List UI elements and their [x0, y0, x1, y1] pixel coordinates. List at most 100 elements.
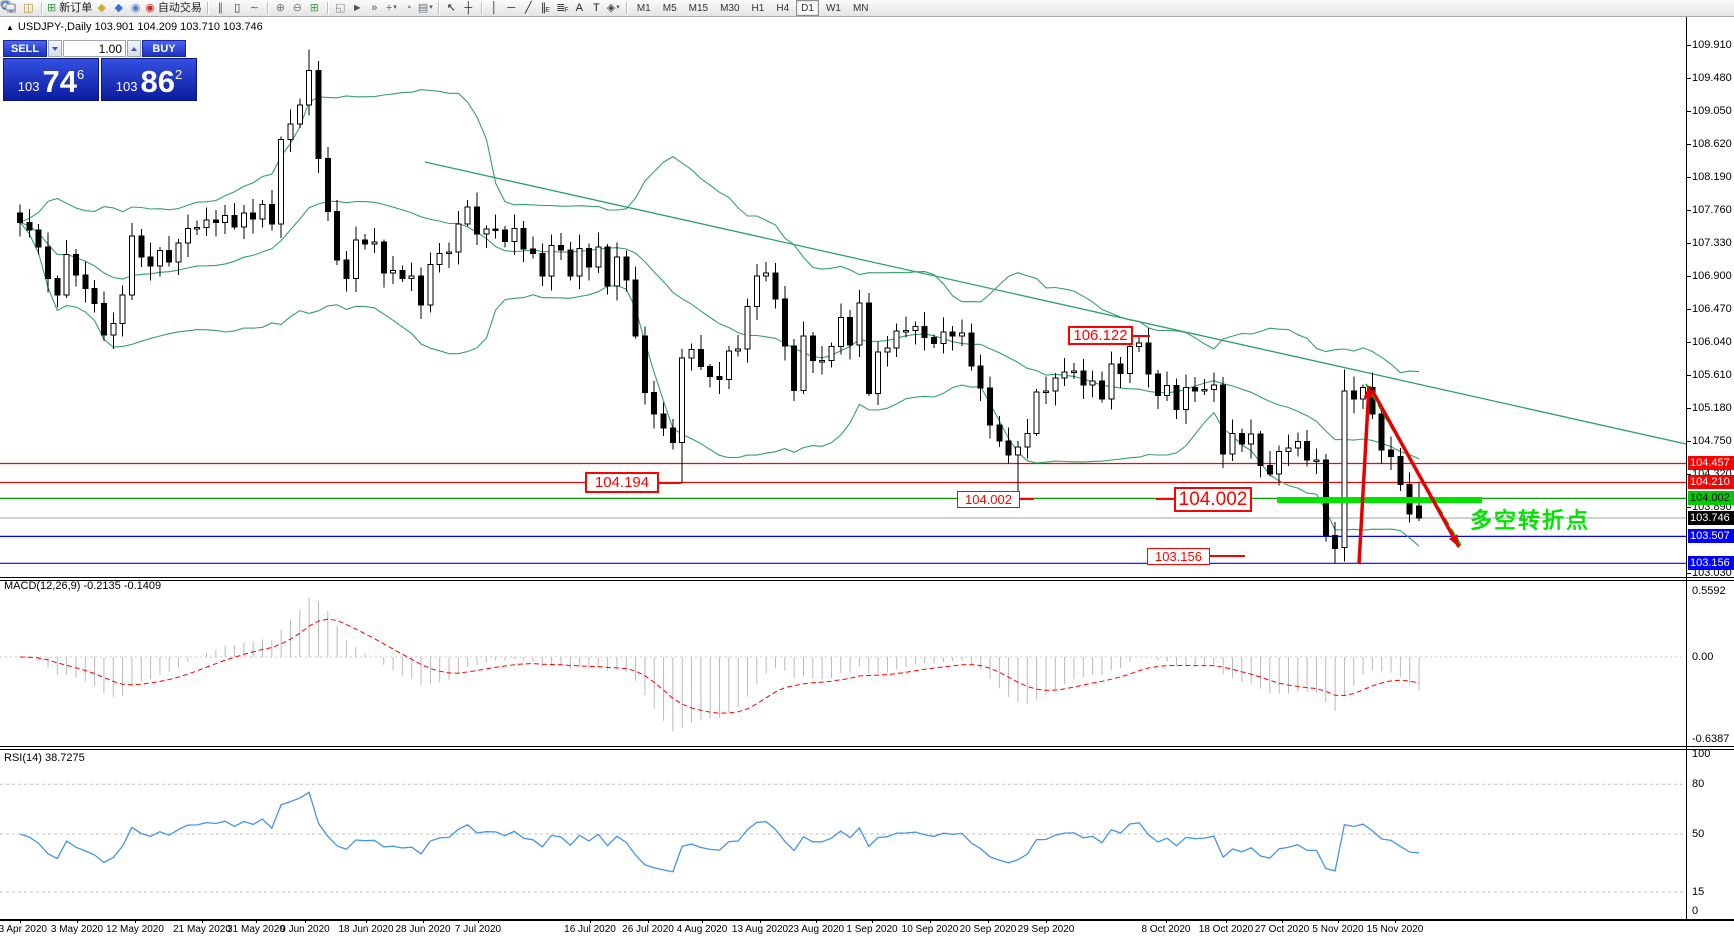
- timeframe-w1[interactable]: W1: [825, 2, 841, 14]
- crosshair-icon[interactable]: ┼: [464, 2, 473, 14]
- candle-body: [371, 241, 378, 245]
- profiles-icon[interactable]: ◫: [23, 2, 34, 14]
- price-tick-mark: [1686, 143, 1691, 145]
- price-label-104002-left[interactable]: 104.002: [957, 491, 1020, 508]
- collapse-arrow-icon[interactable]: ▲: [6, 23, 14, 32]
- price-label-104002-right-connector: [1156, 498, 1174, 500]
- chat-icon[interactable]: [0, 0, 1724, 16]
- zoom-out-icon[interactable]: ⊖: [292, 2, 302, 14]
- date-tick-mark: [988, 920, 989, 923]
- support-zone-bar[interactable]: [1277, 497, 1482, 503]
- metaeditor-icon[interactable]: ◆: [114, 2, 123, 14]
- price-badge-104.002: 104.002: [1688, 491, 1734, 506]
- date-tick-mark: [760, 920, 761, 923]
- sell-price-display[interactable]: 103 74 6: [3, 58, 99, 101]
- candle-body: [539, 253, 546, 277]
- date-tick-mark: [816, 920, 817, 923]
- candle-body: [697, 349, 704, 368]
- price-tick-mark: [1686, 209, 1691, 211]
- candle-body: [595, 246, 602, 268]
- line-chart-icon[interactable]: ∼: [249, 2, 259, 14]
- candle-body: [380, 241, 387, 274]
- timeframe-m1[interactable]: M1: [636, 2, 651, 14]
- price-tick-mark: [1686, 77, 1691, 79]
- timeframe-mn[interactable]: MN: [852, 2, 869, 14]
- candlestick-chart-icon[interactable]: ▯: [234, 2, 241, 14]
- timeframe-h1[interactable]: H1: [751, 2, 765, 14]
- volume-decrease-button[interactable]: [48, 40, 62, 57]
- date-tick-mark: [135, 920, 136, 923]
- candle-body: [660, 413, 667, 429]
- arrows-icon[interactable]: ◈ ▾: [606, 2, 620, 14]
- horizontal-lines[interactable]: [0, 462, 1686, 564]
- chart-shift-icon[interactable]: »: [371, 2, 378, 14]
- candle-body: [464, 206, 471, 225]
- trendline-icon[interactable]: ╱: [525, 2, 532, 14]
- rsi-scale-tick: 15: [1692, 886, 1705, 898]
- candle-body: [632, 279, 639, 337]
- timeframe-d1[interactable]: D1: [796, 0, 819, 16]
- search-icon[interactable]: [1, 1, 1699, 16]
- pane-separator[interactable]: [0, 577, 1734, 578]
- trend-arrows[interactable]: [1357, 383, 1464, 565]
- pane-separator[interactable]: [0, 746, 1734, 747]
- toolbar-separator: [625, 2, 627, 14]
- price-label-103156[interactable]: 103.156: [1147, 548, 1210, 565]
- auto-scroll-icon[interactable]: ►: [351, 2, 363, 14]
- volume-increase-button[interactable]: [127, 40, 141, 57]
- price-label-104002-right[interactable]: 104.002: [1174, 487, 1252, 512]
- alerts-icon[interactable]: ◉: [130, 2, 141, 14]
- pane-separator[interactable]: [0, 749, 1734, 750]
- price-tick-mark: [1686, 407, 1691, 409]
- down-arrow[interactable]: [1370, 389, 1461, 548]
- timeframe-m30[interactable]: M30: [720, 2, 740, 14]
- buy-price-display[interactable]: 103 86 2: [101, 58, 197, 101]
- pane-separator[interactable]: [0, 580, 1734, 581]
- candle-body: [436, 253, 443, 265]
- text-icon[interactable]: A: [575, 2, 583, 14]
- fibonacci-icon[interactable]: ≣ F: [556, 2, 569, 14]
- candle-body: [91, 287, 98, 305]
- candle-body: [557, 244, 564, 251]
- cascade-windows-icon[interactable]: ◱: [335, 2, 346, 14]
- toolbar-separator: [41, 2, 42, 14]
- price-tick-mark: [1686, 176, 1691, 178]
- bar-chart-icon[interactable]: ∥: [217, 2, 224, 14]
- date-label: 18 Jun 2020: [338, 924, 394, 935]
- rsi-line: [19, 791, 1420, 873]
- autotrading-icon[interactable]: ◉ 自动交易: [145, 2, 202, 14]
- price-tick: 105.610: [1692, 368, 1732, 381]
- volume-input[interactable]: [63, 40, 126, 57]
- candle-body: [408, 275, 415, 279]
- candle-body: [1210, 384, 1217, 391]
- timeframe-m5[interactable]: M5: [662, 2, 677, 14]
- tile-windows-icon[interactable]: ⊞: [309, 2, 319, 14]
- caret-down-icon: ▾: [616, 4, 620, 11]
- candle-body: [147, 256, 154, 267]
- buy-button[interactable]: BUY: [142, 40, 186, 57]
- descending-trendline[interactable]: [424, 161, 1687, 445]
- templates-icon[interactable]: ▤ ▾: [417, 2, 433, 14]
- candle-body: [184, 227, 191, 244]
- timeframe-h4[interactable]: H4: [776, 2, 790, 14]
- date-tick-mark: [1282, 920, 1283, 923]
- candle-body: [1033, 391, 1040, 434]
- new-order-icon[interactable]: ⊞ 新订单: [47, 2, 93, 14]
- styles-icon[interactable]: ◆: [97, 2, 106, 14]
- sell-button[interactable]: SELL: [3, 40, 47, 57]
- price-label-106122[interactable]: 106.122: [1068, 326, 1133, 345]
- channel-icon[interactable]: ∥ E: [540, 2, 550, 14]
- bull-bear-turning-point-text[interactable]: 多空转折点: [1470, 508, 1591, 533]
- cursor-icon[interactable]: ↖: [446, 2, 456, 14]
- price-label-104194[interactable]: 104.194: [585, 472, 659, 493]
- zoom-in-icon[interactable]: ⊕: [275, 2, 285, 14]
- periods-icon[interactable]: ◔: [405, 2, 412, 14]
- text-label-icon[interactable]: T: [592, 2, 600, 14]
- date-label: 7 Jul 2020: [454, 924, 502, 935]
- horizontal-line-icon[interactable]: ─: [507, 2, 516, 14]
- vertical-line-icon[interactable]: │: [490, 2, 498, 14]
- up-arrow[interactable]: [1357, 385, 1371, 565]
- timeframe-m15[interactable]: M15: [688, 2, 709, 14]
- add-indicator-icon[interactable]: + ▾: [385, 2, 397, 14]
